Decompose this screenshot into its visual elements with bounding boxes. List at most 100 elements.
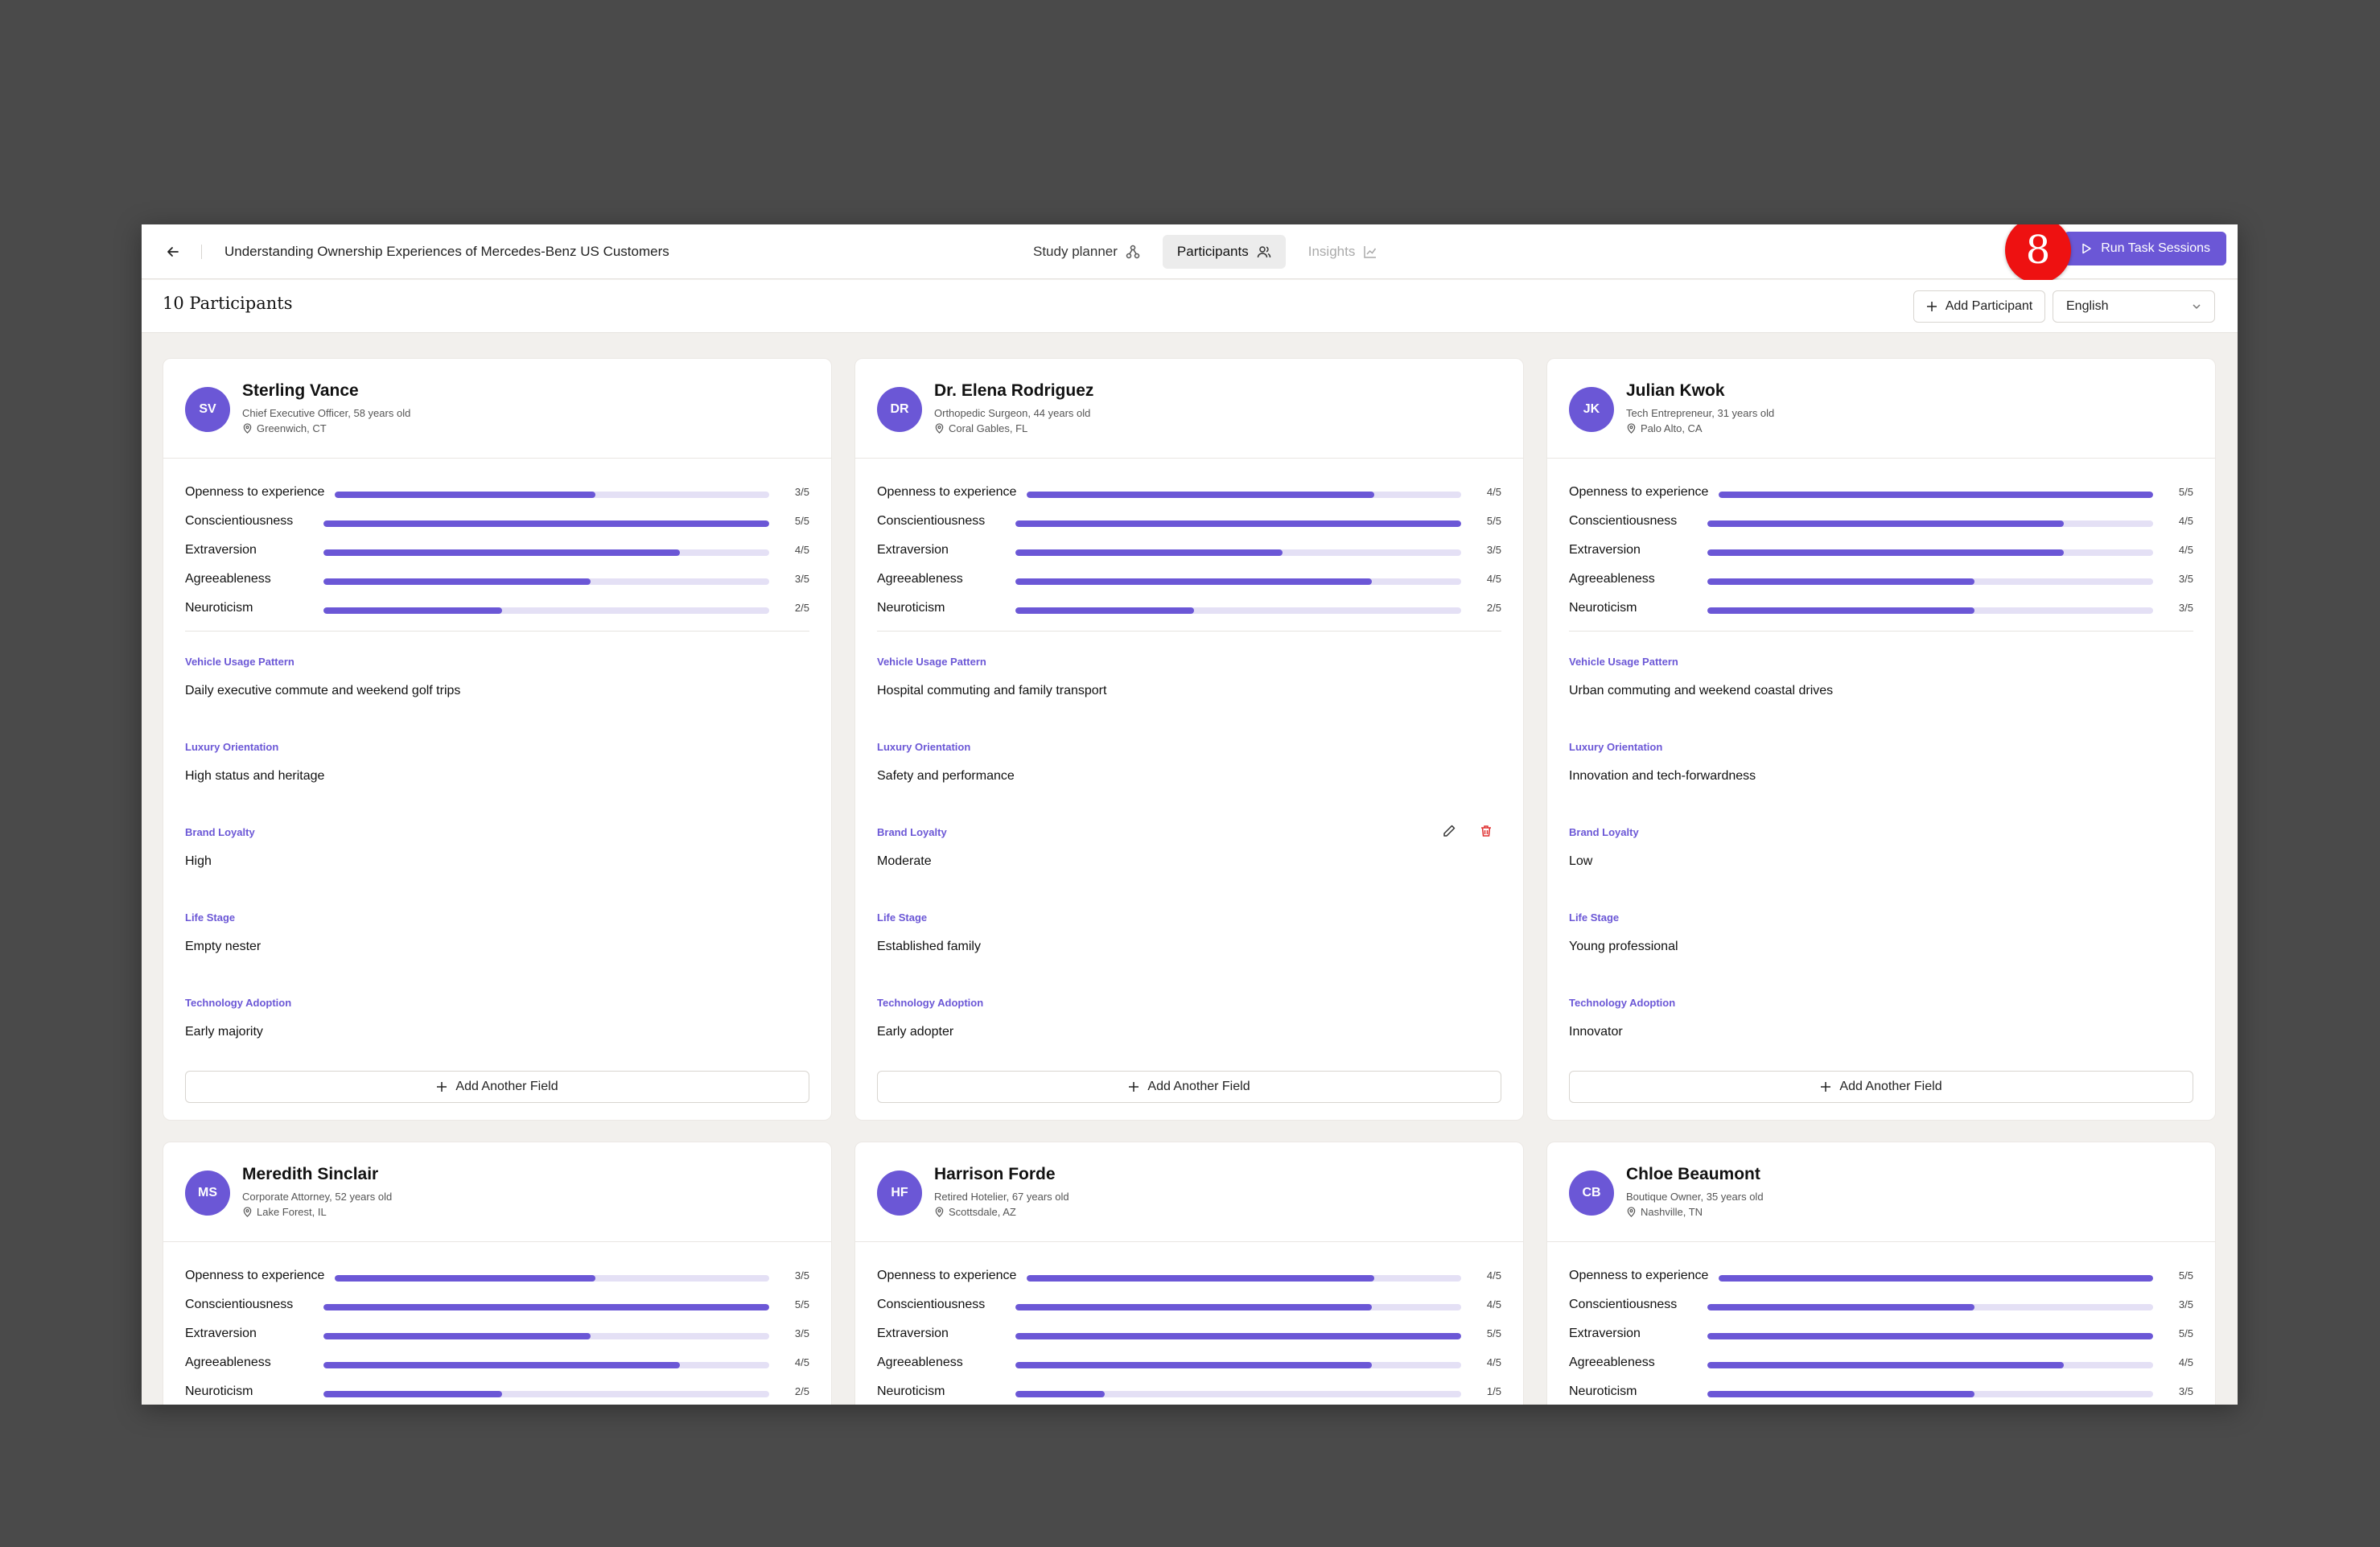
trait-bar xyxy=(1719,1275,2153,1282)
trait-label: Extraversion xyxy=(877,543,949,557)
add-field-label: Add Another Field xyxy=(455,1080,558,1093)
trait-bar xyxy=(323,1304,769,1310)
map-pin-icon xyxy=(243,1207,252,1217)
add-another-field-button[interactable]: Add Another Field xyxy=(185,1071,809,1103)
trait-row: Neuroticism 2/5 xyxy=(877,599,1501,627)
trait-label: Agreeableness xyxy=(185,1356,271,1369)
field-actions xyxy=(1442,824,1493,838)
top-bar: Understanding Ownership Experiences of M… xyxy=(142,224,2238,283)
trait-bar xyxy=(1015,1362,1461,1368)
trait-bar xyxy=(1707,1362,2153,1368)
custom-field: Luxury Orientation Safety and performance xyxy=(877,717,1501,802)
trait-bar xyxy=(323,1333,769,1339)
trait-bar xyxy=(323,520,769,527)
tab-label: Study planner xyxy=(1033,244,1118,259)
trait-score: 5/5 xyxy=(2178,486,2193,498)
nav-tabs: Study planner Participants Insights xyxy=(1019,233,1392,270)
trait-bar xyxy=(1015,1391,1461,1397)
add-participant-button[interactable]: Add Participant xyxy=(1913,290,2045,323)
trait-bar xyxy=(323,549,769,556)
field-label: Technology Adoption xyxy=(1569,997,1676,1009)
trait-row: Openness to experience 3/5 xyxy=(185,483,809,512)
trait-label: Extraversion xyxy=(185,543,257,557)
trait-score: 4/5 xyxy=(2178,515,2193,527)
edit-button[interactable] xyxy=(1442,824,1456,838)
trait-bar-fill xyxy=(1707,607,1975,614)
trait-row: Neuroticism 2/5 xyxy=(185,1382,809,1405)
trait-label: Neuroticism xyxy=(877,601,945,615)
participant-name: Chloe Beaumont xyxy=(1626,1165,1760,1183)
custom-field: Vehicle Usage Pattern Daily executive com… xyxy=(185,632,809,717)
trait-bar xyxy=(323,1391,769,1397)
trait-label: Openness to experience xyxy=(1569,1269,1709,1282)
participant-name: Harrison Forde xyxy=(934,1165,1056,1183)
participant-role: Corporate Attorney, 52 years old xyxy=(242,1191,393,1203)
personality-traits: Openness to experience 4/5 Conscientiousne… xyxy=(855,459,1523,627)
trait-score: 4/5 xyxy=(794,1356,809,1368)
participant-name: Meredith Sinclair xyxy=(242,1165,379,1183)
trait-bar xyxy=(1015,520,1461,527)
trait-label: Agreeableness xyxy=(1569,1356,1655,1369)
plus-icon xyxy=(1129,1082,1139,1092)
trait-label: Conscientiousness xyxy=(1569,1298,1678,1311)
delete-button[interactable] xyxy=(1479,824,1493,838)
add-another-field-button[interactable]: Add Another Field xyxy=(877,1071,1501,1103)
run-task-sessions-button[interactable]: Run Task Sessions xyxy=(2064,232,2226,265)
participant-name: Dr. Elena Rodriguez xyxy=(934,381,1094,400)
trait-bar xyxy=(1707,1304,2153,1310)
trait-row: Openness to experience 5/5 xyxy=(1569,483,2193,512)
add-another-field-button[interactable]: Add Another Field xyxy=(1569,1071,2193,1103)
trait-bar-fill xyxy=(1015,520,1461,527)
trait-label: Neuroticism xyxy=(185,601,253,615)
tab-insights[interactable]: Insights xyxy=(1294,235,1393,269)
trait-row: Openness to experience 3/5 xyxy=(185,1266,809,1295)
location-text: Greenwich, CT xyxy=(257,422,327,434)
map-pin-icon xyxy=(1627,1207,1636,1217)
custom-fields: Vehicle Usage Pattern Urban commuting and… xyxy=(1547,632,2215,1058)
trait-bar xyxy=(1707,607,2153,614)
trait-row: Extraversion 3/5 xyxy=(185,1324,809,1353)
tab-study-planner[interactable]: Study planner xyxy=(1019,235,1155,269)
trait-row: Conscientiousness 5/5 xyxy=(877,512,1501,541)
field-label: Vehicle Usage Pattern xyxy=(877,656,986,668)
personality-traits: Openness to experience 4/5 Conscientiousne… xyxy=(855,1242,1523,1405)
trait-bar-fill xyxy=(1707,520,2065,527)
participant-card: DR Dr. Elena Rodriguez Orthopedic Surgeon,… xyxy=(854,358,1524,1121)
trait-bar xyxy=(1719,492,2153,498)
trait-row: Agreeableness 4/5 xyxy=(877,570,1501,599)
trait-bar xyxy=(1707,520,2153,527)
custom-field: Life Stage Established family xyxy=(877,887,1501,973)
trait-label: Neuroticism xyxy=(185,1384,253,1398)
participants-header: 10 Participants Add Participant English xyxy=(142,280,2238,333)
custom-field: Life Stage Empty nester xyxy=(185,887,809,973)
add-field-label: Add Another Field xyxy=(1839,1080,1942,1093)
back-button[interactable] xyxy=(161,240,185,264)
trait-row: Agreeableness 4/5 xyxy=(877,1353,1501,1382)
trait-label: Openness to experience xyxy=(185,1269,325,1282)
field-value: Young professional xyxy=(1569,940,1678,953)
field-label: Luxury Orientation xyxy=(185,741,279,753)
trait-bar-fill xyxy=(1015,549,1283,556)
avatar: JK xyxy=(1569,387,1614,432)
participant-location: Nashville, TN xyxy=(1626,1206,1703,1218)
plus-icon xyxy=(437,1082,447,1092)
custom-field: Brand Loyalty Moderate xyxy=(877,802,1501,887)
arrow-left-icon xyxy=(167,247,179,257)
trait-label: Agreeableness xyxy=(877,572,963,586)
trait-score: 1/5 xyxy=(1486,1385,1501,1397)
trait-score: 4/5 xyxy=(2178,544,2193,556)
trait-bar xyxy=(1015,578,1461,585)
trait-score: 5/5 xyxy=(1486,515,1501,527)
trait-score: 4/5 xyxy=(1486,1298,1501,1310)
participant-card-header: DR Dr. Elena Rodriguez Orthopedic Surgeon,… xyxy=(855,359,1523,459)
map-pin-icon xyxy=(243,423,252,434)
language-select[interactable]: English xyxy=(2053,290,2215,323)
trait-label: Openness to experience xyxy=(877,485,1017,499)
trait-bar xyxy=(1015,607,1461,614)
trait-bar-fill xyxy=(1015,1391,1105,1397)
tab-participants[interactable]: Participants xyxy=(1162,235,1286,269)
trait-bar xyxy=(1707,578,2153,585)
custom-field: Technology Adoption Early majority xyxy=(185,973,809,1058)
field-value: Empty nester xyxy=(185,940,261,953)
custom-field: Vehicle Usage Pattern Urban commuting and… xyxy=(1569,632,2193,717)
